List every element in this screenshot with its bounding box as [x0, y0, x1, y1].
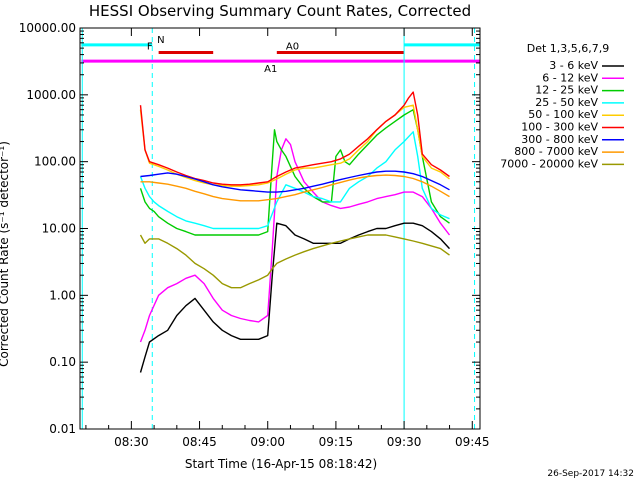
axis-ticks: 0.01 0.10 1.00 10.00 100.00 1000.00 10000.00 08… [19, 21, 490, 449]
x-tick-label: 09:15 [319, 435, 354, 449]
y-tick-label: 0.01 [49, 422, 76, 436]
y-tick-label: 1.00 [49, 288, 76, 302]
x-tick-label: 09:45 [455, 435, 490, 449]
legend-entry-label: 3 - 6 keV [549, 59, 598, 72]
legend-entry-label: 12 - 25 keV [535, 84, 598, 97]
flag-label: A0 [286, 41, 299, 52]
series-lines [139, 91, 451, 373]
y-tick-label: 0.10 [49, 355, 76, 369]
legend-entry-label: 7000 - 20000 keV [500, 157, 598, 170]
x-tick-label: 08:30 [114, 435, 149, 449]
legend-entry-label: 800 - 7000 keV [514, 145, 598, 158]
series-line [139, 131, 450, 230]
x-tick-label: 09:30 [387, 435, 422, 449]
series-line [139, 109, 450, 236]
flag-label: F [147, 41, 153, 52]
flag-label: N [157, 35, 164, 46]
flag-bars: NF A0 A1 [81, 35, 480, 75]
series-line [140, 174, 450, 202]
legend-title: Det 1,3,5,6,7,9 [527, 42, 610, 55]
x-tick-label: 08:45 [182, 435, 217, 449]
flag-label: A1 [264, 64, 277, 75]
series-line [139, 104, 450, 187]
timestamp: 26-Sep-2017 14:32 [547, 469, 634, 479]
series-line [139, 138, 451, 343]
y-tick-label: 1000.00 [26, 88, 76, 102]
x-tick-label: 09:00 [250, 435, 285, 449]
chart-title: HESSI Observing Summary Count Rates, Cor… [89, 2, 471, 20]
y-tick-label: 10.00 [42, 222, 76, 236]
series-line [139, 91, 450, 186]
legend-entry-label: 25 - 50 keV [535, 96, 598, 109]
y-tick-label: 10000.00 [19, 21, 76, 35]
legend-entry-label: 100 - 300 keV [521, 121, 598, 134]
plot-frame [79, 27, 481, 430]
legend-entry-label: 50 - 100 keV [528, 108, 598, 121]
y-tick-label: 100.00 [34, 155, 76, 169]
y-axis-label: Corrected Count Rate (s⁻¹ detector⁻¹) [0, 141, 11, 367]
series-line [140, 170, 450, 193]
x-axis-label: Start Time (16-Apr-15 08:18:42) [185, 457, 377, 471]
legend-entry-label: 300 - 800 keV [521, 133, 598, 146]
series-line [139, 222, 451, 373]
legend-entry-label: 6 - 12 keV [542, 71, 598, 84]
series-line [139, 234, 450, 289]
